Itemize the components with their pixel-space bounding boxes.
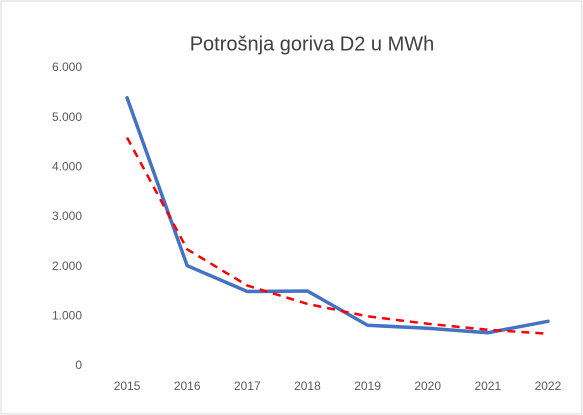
y-tick-label: 0 [75,358,82,372]
y-tick-label: 2.000 [52,259,82,273]
x-tick-label: 2017 [234,379,261,393]
y-tick-label: 4.000 [52,160,82,174]
x-tick-label: 2021 [474,379,501,393]
series-line [125,96,550,335]
y-tick-label: 5.000 [52,110,82,124]
x-tick-label: 2022 [535,379,562,393]
x-tick-label: 2015 [114,379,141,393]
x-tick-label: 2019 [354,379,381,393]
y-tick-label: 3.000 [52,209,82,223]
chart-title: Potrošnja goriva D2 u MWh [190,33,435,55]
x-tick-label: 2018 [294,379,321,393]
x-tick-label: 2020 [414,379,441,393]
y-tick-label: 6.000 [52,60,82,74]
x-tick-label: 2016 [174,379,201,393]
y-tick-label: 1.000 [52,309,82,323]
